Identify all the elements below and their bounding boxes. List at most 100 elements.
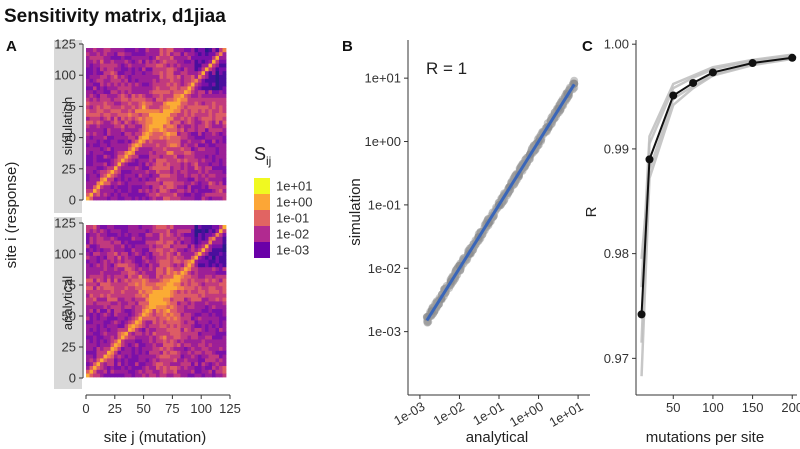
heatmap-cell [100, 327, 104, 332]
heatmap-cell [89, 339, 94, 344]
heatmap-cell [159, 150, 164, 155]
heatmap-cell [187, 301, 192, 306]
heatmap-cell [184, 320, 188, 325]
heatmap-cell [124, 154, 129, 159]
mean-point [748, 59, 757, 68]
panel-c-x-tick-label: 200 [781, 400, 800, 415]
heatmap-cell [96, 274, 101, 279]
heatmap-cell [86, 263, 90, 268]
heatmap-cell [212, 116, 216, 121]
heatmap-cell [86, 301, 90, 306]
heatmap-cell [86, 184, 90, 189]
heatmap-cell [198, 131, 202, 136]
heatmap-cell [205, 373, 209, 378]
heatmap-cell [121, 335, 125, 340]
heatmap-cell [163, 285, 167, 290]
heatmap-cell [170, 278, 174, 283]
heatmap-cell [173, 361, 178, 366]
heatmap-cell [222, 308, 227, 313]
heatmap-cell [145, 350, 150, 355]
heatmap-cell [121, 101, 125, 106]
heatmap-cell [219, 135, 223, 140]
heatmap-cell [121, 74, 125, 79]
heatmap-cell [212, 70, 216, 75]
heatmap-cell [163, 181, 167, 186]
heatmap-cell [177, 188, 181, 193]
heatmap-cell [145, 297, 150, 302]
heatmap-cell [219, 350, 223, 355]
heatmap-cell [131, 342, 136, 347]
heatmap-cell [142, 105, 146, 110]
heatmap-cell [219, 78, 223, 83]
heatmap-cell [138, 165, 143, 170]
heatmap-cell [187, 169, 192, 174]
heatmap-cell [142, 135, 146, 140]
heatmap-cell [124, 225, 129, 230]
heatmap-cell [107, 259, 111, 264]
panel-letter-a: A [6, 38, 17, 55]
heatmap-cell [89, 312, 94, 317]
heatmap-cell [142, 263, 146, 268]
heatmap-cell [212, 342, 216, 347]
heatmap-cell [191, 247, 195, 252]
heatmap-cell [194, 365, 199, 370]
heatmap-cell [156, 181, 160, 186]
heatmap-cell [170, 225, 174, 230]
heatmap-cell [96, 282, 101, 287]
heatmap-cell [215, 67, 220, 72]
heatmap-cell [128, 247, 132, 252]
heatmap-cell [110, 323, 115, 328]
heatmap-cell [191, 48, 195, 53]
heatmap-cell [170, 158, 174, 163]
legend-title: Sij [254, 144, 271, 168]
heatmap-cell [107, 228, 111, 233]
heatmap-cell [177, 127, 181, 132]
heatmap-cell [93, 78, 97, 83]
heatmap-cell [131, 247, 136, 252]
heatmap-cell [124, 244, 129, 249]
heatmap-cell [187, 78, 192, 83]
heatmap-cell [191, 82, 195, 87]
heatmap-cell [117, 184, 122, 189]
heatmap-cell [103, 285, 108, 290]
heatmap-cell [187, 112, 192, 117]
heatmap-cell [191, 158, 195, 163]
heatmap-cell [107, 232, 111, 237]
heatmap-cell [145, 342, 150, 347]
heatmap-cell [222, 293, 227, 298]
heatmap-cell [156, 112, 160, 117]
heatmap-cell [100, 165, 104, 170]
heatmap-cell [149, 320, 153, 325]
heatmap-cell [201, 158, 206, 163]
heatmap-cell [124, 232, 129, 237]
heatmap-cell [142, 335, 146, 340]
heatmap-cell [156, 323, 160, 328]
heatmap-cell [222, 181, 227, 186]
heatmap-cell [124, 158, 129, 163]
heatmap-cell [212, 285, 216, 290]
heatmap-cell [163, 59, 167, 64]
mean-point [645, 155, 654, 164]
heatmap-cell [177, 105, 181, 110]
heatmap-cell [208, 225, 213, 230]
heatmap-cell [124, 181, 129, 186]
heatmap-cell [96, 173, 101, 178]
heatmap-cell [222, 228, 227, 233]
heatmap-cell [187, 308, 192, 313]
heatmap-cell [103, 192, 108, 197]
heatmap-cell [86, 323, 90, 328]
heatmap-cell [191, 339, 195, 344]
heatmap-cell [131, 331, 136, 336]
heatmap-cell [184, 97, 188, 102]
heatmap-cell [180, 82, 185, 87]
heatmap-cell [205, 154, 209, 159]
heatmap-cell [131, 289, 136, 294]
heatmap-cell [138, 335, 143, 340]
heatmap-cell [156, 165, 160, 170]
heatmap-cell [100, 285, 104, 290]
heatmap-cell [121, 82, 125, 87]
heatmap-cell [114, 108, 118, 113]
heatmap-cell [212, 327, 216, 332]
heatmap-cell [201, 63, 206, 68]
heatmap-cell [131, 373, 136, 378]
